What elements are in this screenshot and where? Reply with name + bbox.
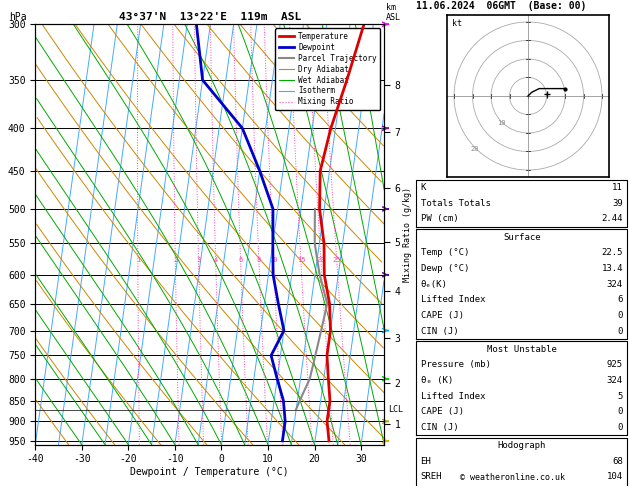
Text: 5: 5: [618, 392, 623, 400]
Text: 10: 10: [269, 257, 278, 262]
Text: 0: 0: [618, 423, 623, 432]
Text: EH: EH: [421, 457, 431, 466]
Text: 925: 925: [607, 360, 623, 369]
Text: θₑ (K): θₑ (K): [421, 376, 453, 385]
Text: 11: 11: [612, 183, 623, 192]
Text: 0: 0: [618, 327, 623, 335]
Text: 2: 2: [173, 257, 177, 262]
Text: hPa: hPa: [9, 12, 26, 22]
Text: 324: 324: [607, 279, 623, 289]
Text: 324: 324: [607, 376, 623, 385]
Text: θₑ(K): θₑ(K): [421, 279, 447, 289]
Text: 25: 25: [333, 257, 341, 262]
Text: 4: 4: [213, 257, 218, 262]
Text: 6: 6: [618, 295, 623, 304]
Text: CAPE (J): CAPE (J): [421, 407, 464, 417]
Text: Surface: Surface: [503, 233, 540, 242]
Text: 15: 15: [297, 257, 305, 262]
Text: 39: 39: [612, 199, 623, 208]
Text: Pressure (mb): Pressure (mb): [421, 360, 491, 369]
Text: PW (cm): PW (cm): [421, 214, 459, 224]
Text: 8: 8: [257, 257, 261, 262]
Text: SREH: SREH: [421, 472, 442, 482]
Text: CIN (J): CIN (J): [421, 327, 459, 335]
Text: 20: 20: [316, 257, 325, 262]
Text: LCL: LCL: [388, 405, 403, 415]
Text: Most Unstable: Most Unstable: [487, 345, 557, 354]
Legend: Temperature, Dewpoint, Parcel Trajectory, Dry Adiabat, Wet Adiabat, Isotherm, Mi: Temperature, Dewpoint, Parcel Trajectory…: [275, 28, 381, 110]
Y-axis label: Mixing Ratio (g/kg): Mixing Ratio (g/kg): [403, 187, 413, 282]
Text: 13.4: 13.4: [601, 264, 623, 273]
Title: 43°37'N  13°22'E  119m  ASL: 43°37'N 13°22'E 119m ASL: [119, 12, 301, 22]
Text: 0: 0: [618, 311, 623, 320]
Text: 3: 3: [196, 257, 201, 262]
Text: © weatheronline.co.uk: © weatheronline.co.uk: [460, 473, 565, 482]
Text: Hodograph: Hodograph: [498, 441, 546, 450]
Text: Lifted Index: Lifted Index: [421, 392, 485, 400]
Text: 104: 104: [607, 472, 623, 482]
Text: 1: 1: [136, 257, 140, 262]
Text: CAPE (J): CAPE (J): [421, 311, 464, 320]
Text: 2.44: 2.44: [601, 214, 623, 224]
Text: Totals Totals: Totals Totals: [421, 199, 491, 208]
Text: 0: 0: [618, 407, 623, 417]
Text: 22.5: 22.5: [601, 248, 623, 257]
Text: km
ASL: km ASL: [386, 3, 401, 22]
Text: 11.06.2024  06GMT  (Base: 00): 11.06.2024 06GMT (Base: 00): [416, 1, 587, 12]
Text: Temp (°C): Temp (°C): [421, 248, 469, 257]
Text: kt: kt: [452, 19, 462, 29]
Text: 68: 68: [612, 457, 623, 466]
Text: 10: 10: [497, 120, 506, 125]
Text: Dewp (°C): Dewp (°C): [421, 264, 469, 273]
Text: Lifted Index: Lifted Index: [421, 295, 485, 304]
X-axis label: Dewpoint / Temperature (°C): Dewpoint / Temperature (°C): [130, 467, 289, 477]
Text: 20: 20: [470, 146, 479, 152]
Text: K: K: [421, 183, 426, 192]
Text: 6: 6: [238, 257, 243, 262]
Text: CIN (J): CIN (J): [421, 423, 459, 432]
